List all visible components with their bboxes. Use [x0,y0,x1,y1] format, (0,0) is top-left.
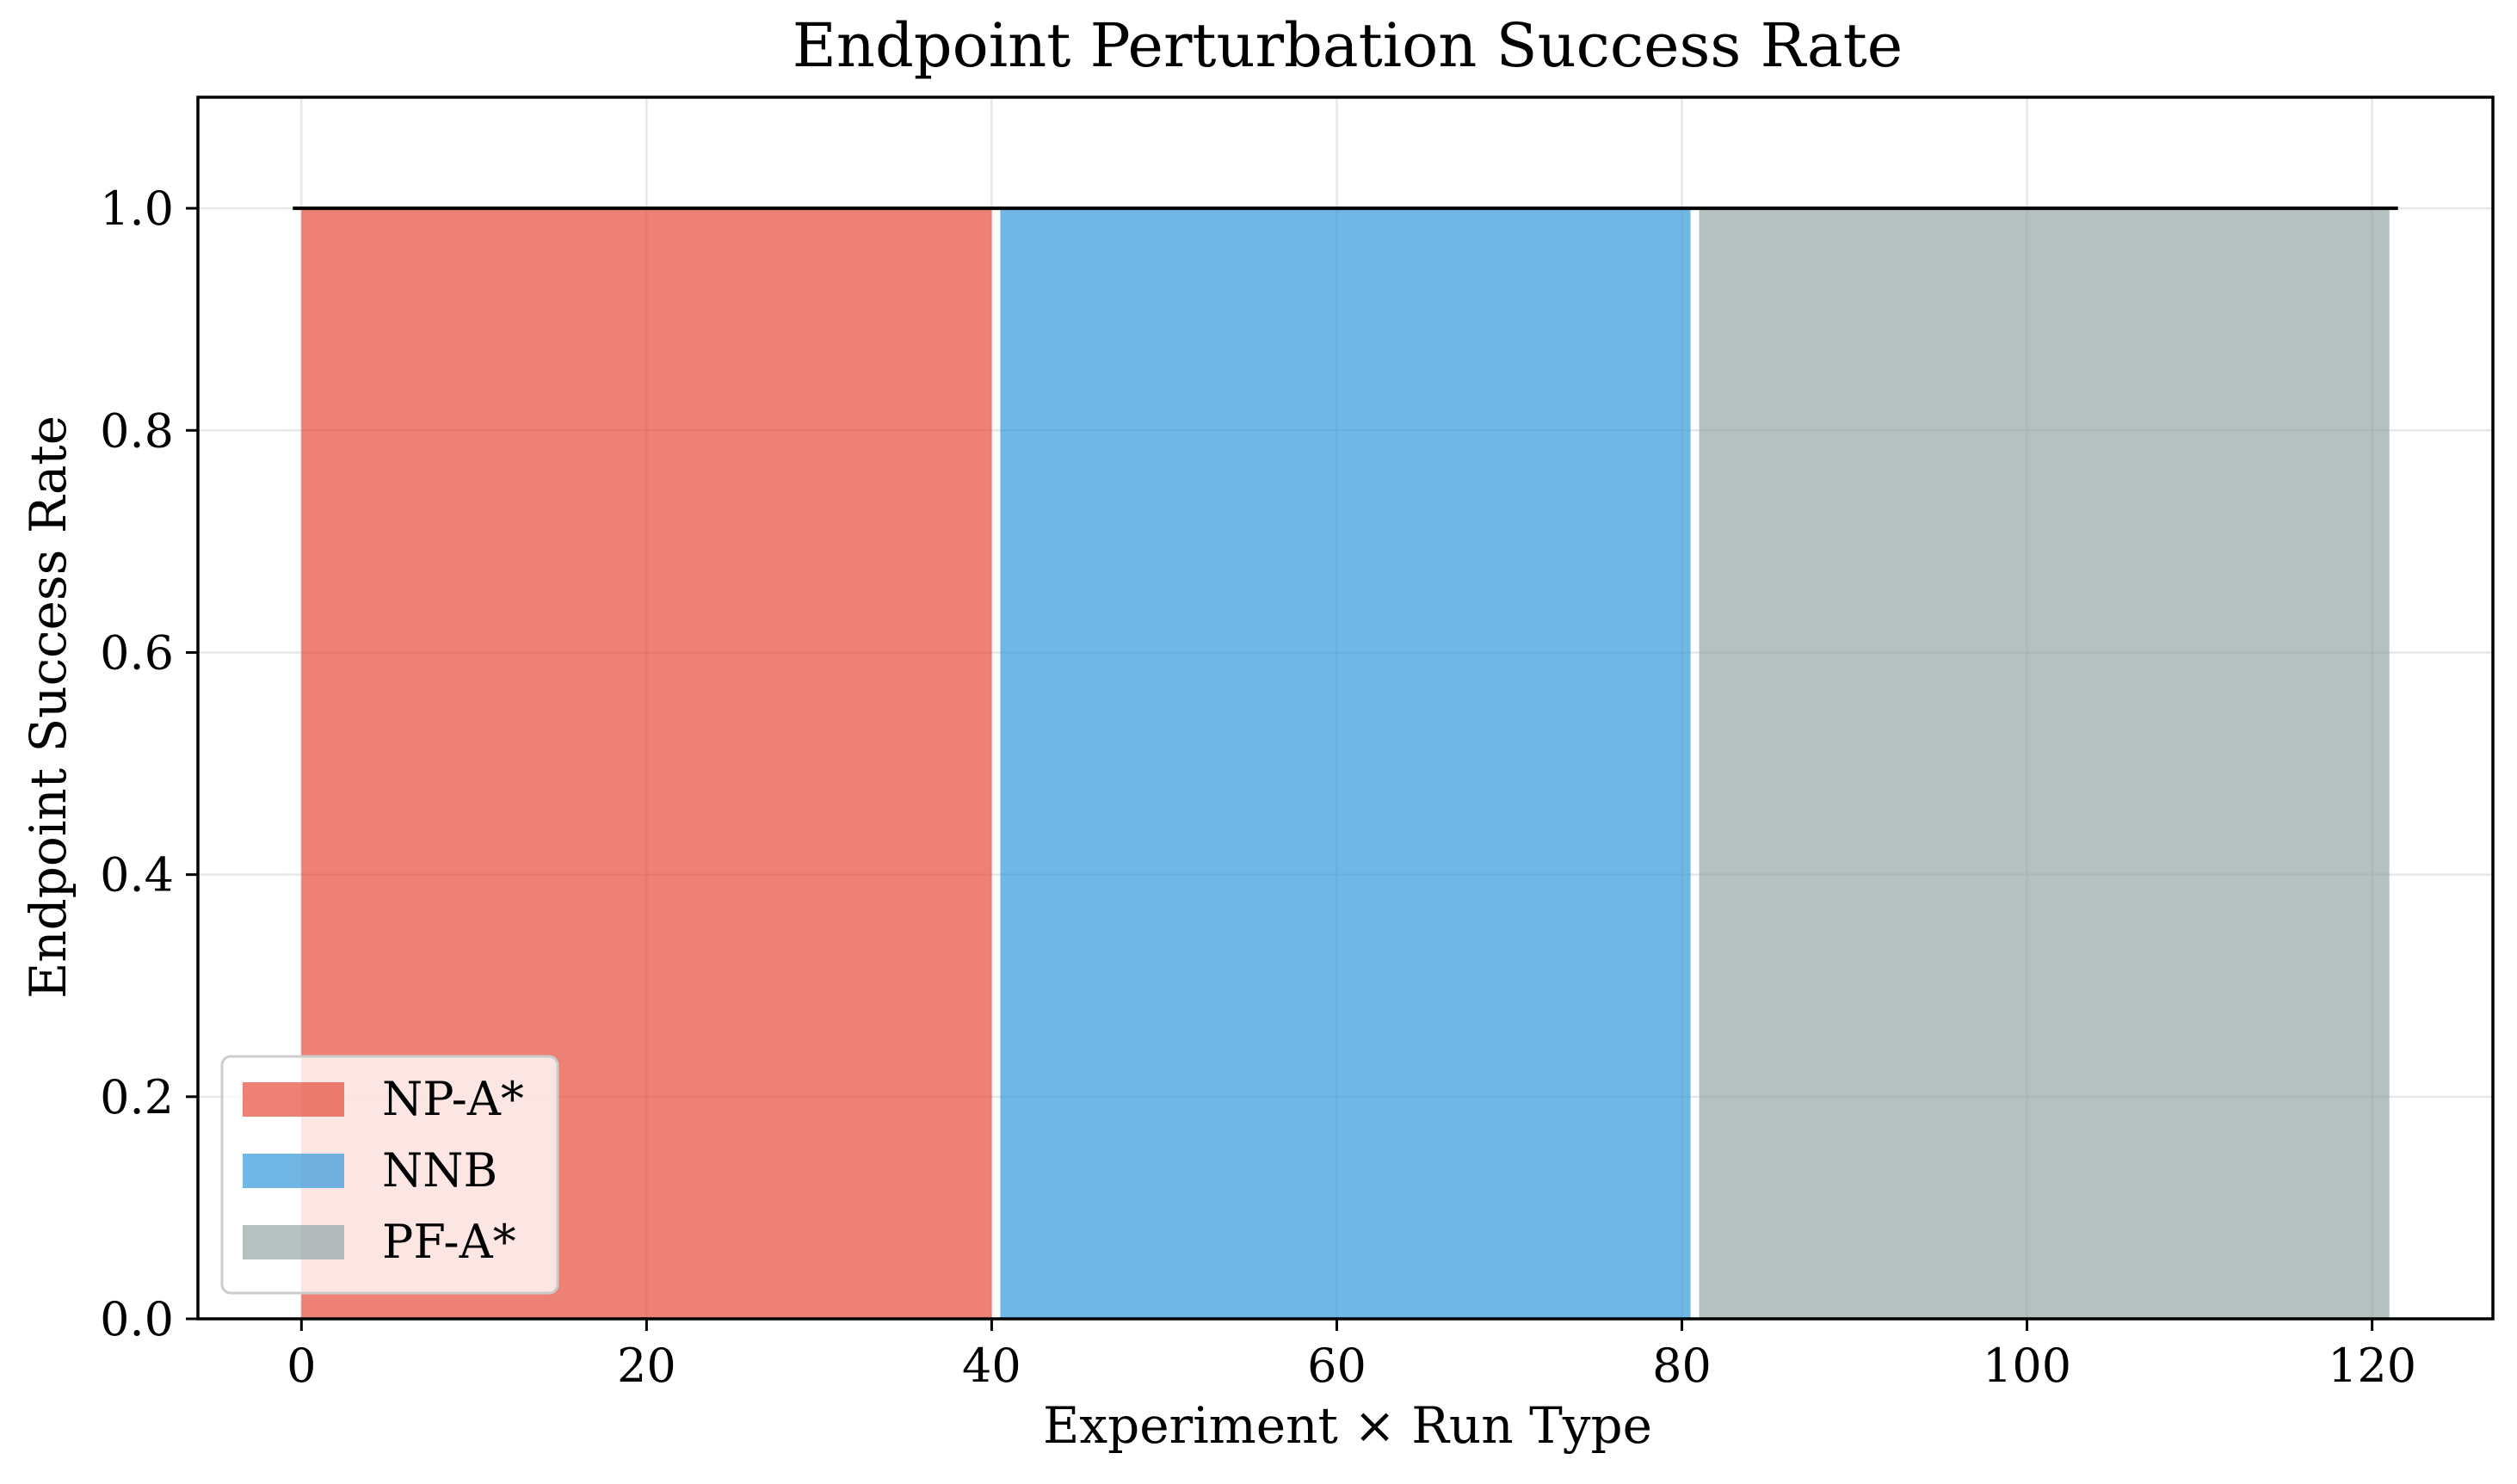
legend-label: PF-A* [382,1215,516,1269]
legend-label: NNB [382,1143,497,1198]
legend-swatch [243,1154,344,1188]
chart-title: Endpoint Perturbation Success Rate [793,10,1903,81]
y-tick-label: 0.2 [100,1070,174,1124]
y-tick-label: 0.8 [100,403,174,458]
y-tick-label: 0.0 [100,1292,174,1346]
plot-frame [196,95,2495,1321]
legend-swatch [243,1225,344,1259]
bar-pf-a [1699,208,2390,1319]
y-axis-label: Endpoint Success Rate [19,416,77,999]
y-tick-label: 0.4 [100,848,174,902]
bars [301,208,2390,1319]
x-ticks: 0 20 40 60 80 100 120 [287,1319,2416,1393]
x-axis-label: Experiment × Run Type [1043,1396,1652,1455]
legend-swatch [243,1082,344,1117]
x-tick-label: 40 [962,1339,1021,1393]
y-ticks: 0.0 0.2 0.4 0.6 0.8 1.0 [100,182,198,1346]
x-tick-label: 0 [287,1339,316,1393]
x-tick-label: 60 [1307,1339,1366,1393]
x-tick-label: 80 [1652,1339,1712,1393]
x-tick-label: 120 [2328,1339,2416,1393]
bar-nnb [1000,208,1691,1319]
x-tick-label: 100 [1983,1339,2071,1393]
legend: NP-A* NNB PF-A* [220,1055,559,1295]
x-tick-label: 20 [617,1339,676,1393]
y-tick-label: 1.0 [100,182,174,236]
y-tick-label: 0.6 [100,625,174,680]
legend-label: NP-A* [382,1072,524,1126]
